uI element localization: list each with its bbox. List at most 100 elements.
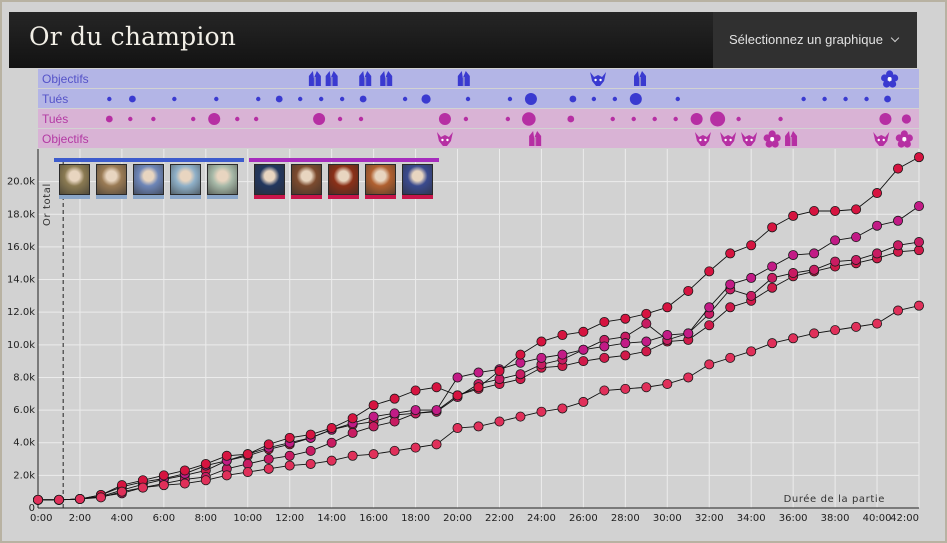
data-point[interactable] — [893, 215, 904, 226]
data-point[interactable] — [473, 367, 484, 378]
kill-dot[interactable] — [801, 96, 806, 102]
data-point[interactable] — [620, 313, 631, 324]
data-point[interactable] — [746, 346, 757, 357]
kill-dot[interactable] — [463, 116, 469, 122]
champion-portrait-6[interactable] — [254, 164, 285, 195]
data-point[interactable] — [746, 290, 757, 301]
data-point[interactable] — [221, 470, 232, 481]
data-point[interactable] — [620, 338, 631, 349]
kill-dot[interactable] — [253, 116, 259, 122]
data-point[interactable] — [536, 406, 547, 417]
data-point[interactable] — [179, 478, 190, 489]
champion-portrait-8[interactable] — [328, 164, 359, 195]
data-point[interactable] — [452, 372, 463, 383]
data-point[interactable] — [725, 302, 736, 313]
data-point[interactable] — [515, 411, 526, 422]
champion-portrait-5[interactable] — [207, 164, 238, 195]
data-point[interactable] — [809, 248, 820, 259]
kill-dot[interactable] — [275, 95, 283, 103]
kill-dot[interactable] — [402, 96, 408, 102]
data-point[interactable] — [788, 210, 799, 221]
data-point[interactable] — [662, 302, 673, 313]
data-point[interactable] — [641, 336, 652, 347]
data-point[interactable] — [872, 248, 883, 259]
data-point[interactable] — [326, 423, 337, 434]
kill-dot[interactable] — [505, 116, 511, 122]
data-point[interactable] — [578, 326, 589, 337]
kill-dot[interactable] — [631, 116, 636, 122]
data-point[interactable] — [326, 455, 337, 466]
data-point[interactable] — [515, 349, 526, 360]
data-point[interactable] — [830, 256, 841, 267]
data-point[interactable] — [347, 427, 358, 438]
data-point[interactable] — [557, 349, 568, 360]
kill-dot[interactable] — [151, 116, 156, 122]
data-point[interactable] — [830, 235, 841, 246]
data-point[interactable] — [242, 449, 253, 460]
kill-dot[interactable] — [864, 96, 869, 102]
data-point[interactable] — [368, 400, 379, 411]
data-point[interactable] — [914, 300, 925, 311]
data-point[interactable] — [641, 308, 652, 319]
data-point[interactable] — [851, 321, 862, 332]
kill-dot[interactable] — [843, 96, 848, 102]
data-point[interactable] — [725, 248, 736, 259]
kill-dot[interactable] — [652, 116, 657, 122]
data-point[interactable] — [116, 486, 127, 497]
data-point[interactable] — [494, 365, 505, 376]
data-point[interactable] — [599, 385, 610, 396]
kill-dot[interactable] — [128, 95, 136, 103]
data-point[interactable] — [851, 232, 862, 243]
data-point[interactable] — [494, 416, 505, 427]
data-point[interactable] — [158, 470, 169, 481]
kill-dot[interactable] — [736, 116, 741, 122]
data-point[interactable] — [893, 163, 904, 174]
data-point[interactable] — [830, 325, 841, 336]
data-point[interactable] — [788, 268, 799, 279]
data-point[interactable] — [557, 403, 568, 414]
data-point[interactable] — [515, 369, 526, 380]
data-point[interactable] — [725, 279, 736, 290]
data-point[interactable] — [536, 336, 547, 347]
kill-dot[interactable] — [629, 93, 642, 105]
data-point[interactable] — [914, 237, 925, 248]
data-point[interactable] — [830, 206, 841, 217]
champion-portrait-1[interactable] — [59, 164, 90, 195]
data-point[interactable] — [662, 330, 673, 341]
data-point[interactable] — [893, 240, 904, 251]
kill-dot[interactable] — [313, 113, 326, 125]
data-point[interactable] — [389, 445, 400, 456]
data-point[interactable] — [578, 396, 589, 407]
kill-dot[interactable] — [524, 93, 537, 105]
data-point[interactable] — [683, 328, 694, 339]
kill-dot[interactable] — [710, 111, 726, 127]
data-point[interactable] — [284, 432, 295, 443]
data-point[interactable] — [620, 383, 631, 394]
data-point[interactable] — [767, 282, 778, 293]
data-point[interactable] — [284, 450, 295, 461]
data-point[interactable] — [263, 439, 274, 450]
kill-dot[interactable] — [337, 116, 343, 122]
data-point[interactable] — [305, 445, 316, 456]
kill-dot[interactable] — [884, 95, 891, 103]
kill-dot[interactable] — [421, 94, 431, 104]
data-point[interactable] — [914, 152, 925, 163]
data-point[interactable] — [557, 330, 568, 341]
data-point[interactable] — [305, 458, 316, 469]
kill-dot[interactable] — [522, 112, 536, 126]
kill-dot[interactable] — [298, 96, 303, 102]
data-point[interactable] — [851, 204, 862, 215]
kill-dot[interactable] — [901, 114, 912, 124]
data-point[interactable] — [431, 405, 442, 416]
data-point[interactable] — [179, 465, 190, 476]
kill-dot[interactable] — [778, 116, 783, 122]
data-point[interactable] — [809, 206, 820, 217]
kill-dot[interactable] — [358, 116, 364, 122]
data-point[interactable] — [809, 264, 820, 275]
data-point[interactable] — [704, 320, 715, 331]
data-point[interactable] — [410, 405, 421, 416]
data-point[interactable] — [872, 318, 883, 329]
champion-portrait-4[interactable] — [170, 164, 201, 195]
data-point[interactable] — [368, 449, 379, 460]
data-point[interactable] — [872, 188, 883, 199]
